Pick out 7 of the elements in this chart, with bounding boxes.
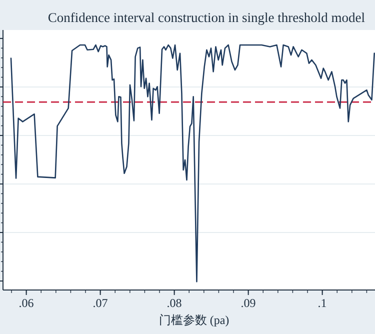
x-tick-label: .09 bbox=[240, 296, 256, 310]
x-tick-label: .1 bbox=[318, 296, 327, 310]
x-tick-label: .08 bbox=[166, 296, 182, 310]
chart-title: Confidence interval construction in single threshold model bbox=[48, 10, 366, 25]
x-axis-title: 门槛参数 (pa) bbox=[158, 313, 230, 327]
x-tick-label: .07 bbox=[92, 296, 108, 310]
x-tick-label: .06 bbox=[18, 296, 34, 310]
